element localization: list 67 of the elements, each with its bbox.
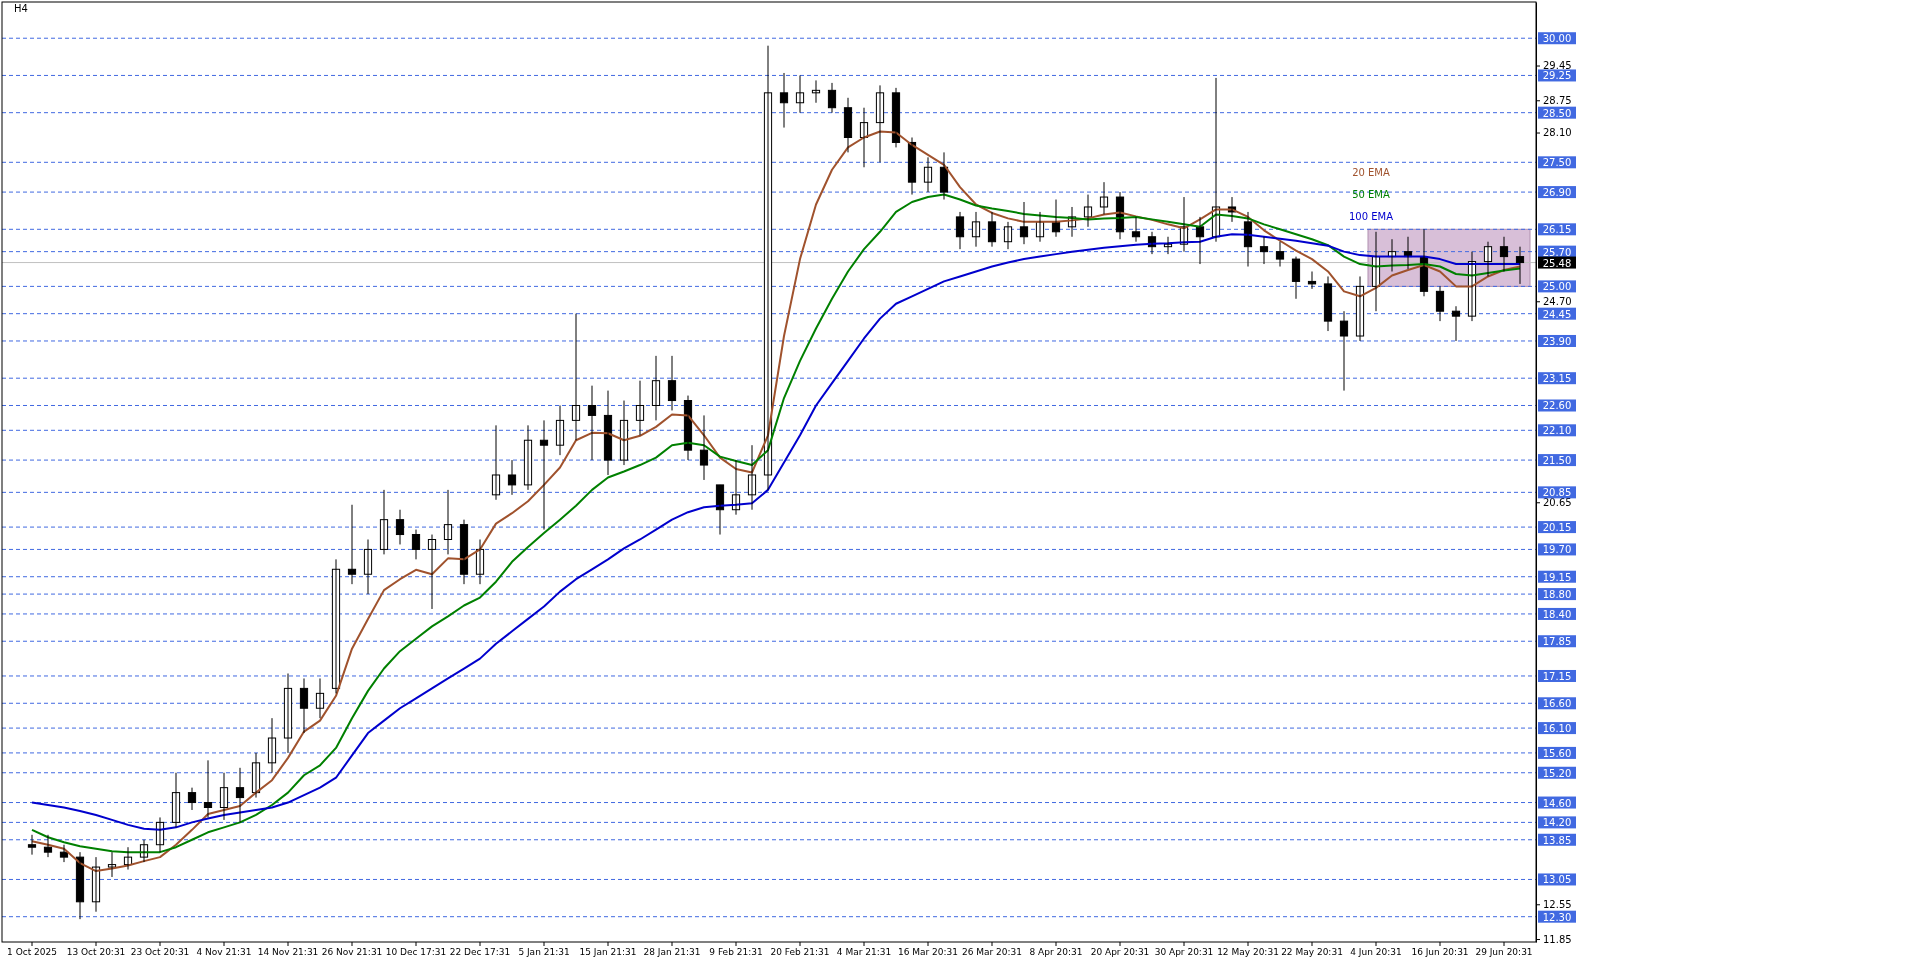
- x-tick-label: 10 Dec 17:31: [385, 947, 447, 958]
- ref-line-label: 26.15: [1542, 224, 1572, 236]
- chart-title: H4: [14, 3, 28, 14]
- ref-line-label: 19.70: [1542, 544, 1572, 556]
- y-tick-label: 20.65: [1543, 496, 1572, 508]
- ref-line-label: 17.85: [1542, 636, 1572, 648]
- ref-line-label: 14.20: [1542, 817, 1572, 829]
- ref-line-label: 13.05: [1542, 874, 1572, 886]
- x-tick-label: 4 Nov 21:31: [196, 947, 252, 958]
- ref-line-label: 29.25: [1542, 70, 1572, 82]
- y-tick-label: 24.70: [1543, 295, 1572, 307]
- text: 20 EMA: [1352, 167, 1390, 178]
- ref-line-label: 25.70: [1542, 246, 1572, 258]
- y-tick-label: 11.85: [1543, 933, 1572, 945]
- x-tick-label: 4 Mar 21:31: [836, 947, 892, 958]
- ref-line-label: 13.85: [1542, 834, 1572, 846]
- y-tick-label: 29.45: [1543, 60, 1572, 72]
- x-tick-label: 30 Apr 20:31: [1154, 947, 1214, 958]
- x-tick-label: 14 Nov 21:31: [257, 947, 319, 958]
- ref-line-label: 16.60: [1542, 698, 1572, 710]
- x-tick-label: 15 Jan 21:31: [579, 947, 637, 958]
- ref-line-label: 17.15: [1542, 670, 1572, 682]
- y-tick-label: 12.55: [1543, 898, 1572, 910]
- ref-line-label: 20.15: [1542, 522, 1572, 534]
- text: 50 EMA: [1352, 189, 1390, 200]
- text: 100 EMA: [1348, 211, 1394, 222]
- x-tick-label: 12 May 20:31: [1217, 947, 1279, 958]
- ref-line-label: 26.90: [1542, 187, 1572, 199]
- x-tick-label: 28 Jan 21:31: [643, 947, 701, 958]
- x-tick-label: 16 Mar 20:31: [897, 947, 959, 958]
- ref-line-label: 22.10: [1542, 425, 1572, 437]
- ref-line-label: 25.00: [1542, 281, 1572, 293]
- x-tick-label: 29 Jun 20:31: [1475, 947, 1533, 958]
- x-tick-label: 1 Oct 2025: [7, 947, 57, 958]
- ref-line-label: 15.60: [1542, 747, 1572, 759]
- x-tick-label: 22 May 20:31: [1281, 947, 1343, 958]
- x-tick-label: 13 Oct 20:31: [66, 947, 126, 958]
- x-tick-label: 9 Feb 21:31: [709, 947, 763, 958]
- ref-line-label: 18.80: [1542, 589, 1572, 601]
- ref-line-label: 23.90: [1542, 335, 1572, 347]
- x-tick-label: 20 Feb 21:31: [770, 947, 830, 958]
- y-tick-label: 28.75: [1543, 94, 1572, 106]
- x-tick-label: 26 Nov 21:31: [321, 947, 383, 958]
- x-tick-label: 4 Jun 20:31: [1350, 947, 1402, 958]
- ref-line-label: 14.60: [1542, 797, 1572, 809]
- x-tick-label: 22 Dec 17:31: [449, 947, 511, 958]
- ref-line-label: 19.15: [1542, 571, 1572, 583]
- ref-line-label: 23.15: [1542, 373, 1572, 385]
- ref-line-label: 16.10: [1542, 723, 1572, 735]
- x-tick-label: 23 Oct 20:31: [130, 947, 190, 958]
- y-tick-label: 28.10: [1543, 127, 1572, 139]
- ref-line-label: 21.50: [1542, 455, 1572, 467]
- x-tick-label: 16 Jun 20:31: [1411, 947, 1469, 958]
- ref-line-label: 20.85: [1542, 487, 1572, 499]
- ref-line-label: 12.30: [1542, 911, 1572, 923]
- ref-line-label: 18.40: [1542, 608, 1572, 620]
- x-tick-label: 8 Apr 20:31: [1029, 947, 1083, 958]
- ref-line-label: 24.45: [1542, 308, 1572, 320]
- ref-line-label: 30.00: [1542, 33, 1572, 45]
- x-tick-label: 26 Mar 20:31: [961, 947, 1023, 958]
- ref-line-label: 15.20: [1542, 767, 1572, 779]
- ref-line-label: 22.60: [1542, 400, 1572, 412]
- ref-line-label: 28.50: [1542, 107, 1572, 119]
- x-tick-label: 20 Apr 20:31: [1090, 947, 1150, 958]
- x-tick-label: 5 Jan 21:31: [518, 947, 570, 958]
- ref-line-label: 27.50: [1542, 157, 1572, 169]
- ref-line-label: 25.48: [1542, 257, 1572, 269]
